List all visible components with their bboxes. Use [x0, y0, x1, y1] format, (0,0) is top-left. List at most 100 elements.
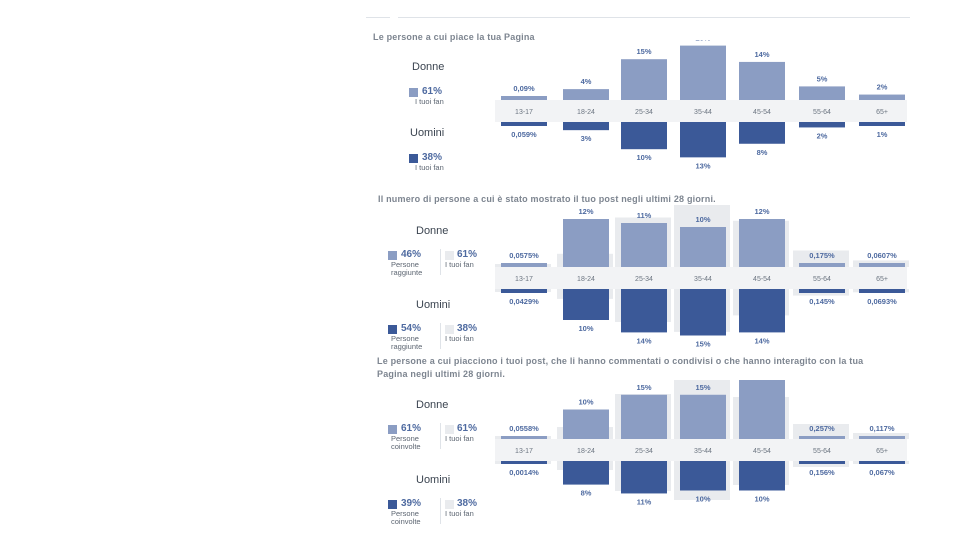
women-value-label: 15% [695, 383, 710, 392]
men-bar [859, 289, 905, 293]
chart-3-men-pct: 39% [401, 498, 422, 509]
top-divider [398, 17, 910, 18]
men-bar [621, 122, 667, 150]
men-bar [501, 461, 547, 464]
women-value-label: 2% [877, 83, 888, 92]
chart-2-men-sub: Persone raggiunte [391, 334, 423, 351]
men-value-label: 14% [754, 336, 769, 345]
chart-3-title: Le persone a cui piacciono i tuoi post, … [377, 356, 864, 379]
women-bar [799, 263, 845, 267]
women-value-label: 0,0558% [509, 424, 539, 433]
age-tick-label: 18-24 [577, 448, 595, 455]
women-value-label: 0,175% [809, 251, 835, 260]
age-tick-label: 45-54 [753, 276, 771, 283]
age-tick-label: 65+ [876, 448, 888, 455]
chart-3-svg: 0,0558% 0,0014% 13-17 10% 8% 18-24 15% 11% 25-34… [495, 380, 909, 506]
chart-2-men-fans-sub: I tuoi fan [445, 334, 474, 343]
women-bar [621, 394, 667, 439]
age-tick-label: 18-24 [577, 109, 595, 116]
chart-1-women-pct: 61% [422, 86, 443, 97]
chart-1-men-pct: 38% [422, 152, 443, 163]
women-value-label: 0,09% [513, 84, 535, 93]
men-value-label: 0,0014% [509, 468, 539, 477]
men-value-label: 11% [637, 497, 652, 506]
women-value-label: 0,117% [869, 424, 894, 433]
men-value-label: 14% [636, 336, 651, 345]
women-bar [739, 380, 785, 439]
men-bar [859, 122, 905, 126]
chart-1-title: Le persone a cui piace la tua Pagina [373, 32, 535, 42]
men-bar [563, 289, 609, 320]
men-bar [501, 289, 547, 293]
age-tick-label: 13-17 [515, 109, 533, 116]
women-bar [739, 61, 785, 100]
women-bar [859, 436, 905, 439]
axis-band [495, 439, 907, 461]
men-value-label: 8% [581, 489, 592, 498]
chart-3-men-fans-sub: I tuoi fan [445, 509, 474, 518]
women-value-label: 14% [754, 50, 769, 59]
women-bar [859, 94, 905, 100]
women-value-label: 0,257% [809, 424, 835, 433]
women-bar [680, 45, 726, 100]
age-tick-label: 45-54 [753, 448, 771, 455]
men-bar [680, 289, 726, 336]
legend-divider [440, 249, 441, 275]
chart-2-women-pct: 46% [401, 249, 422, 260]
chart-1-women-label: Donne [412, 61, 445, 73]
age-tick-label: 18-24 [577, 276, 595, 283]
fans-swatch [445, 425, 454, 434]
age-tick-label: 13-17 [515, 276, 533, 283]
men-value-label: 15% [695, 340, 710, 349]
men-value-label: 13% [695, 161, 710, 170]
chart-3-men-sub: Persone coinvolte [391, 509, 421, 526]
chart-2-title: Il numero di persone a cui è stato mostr… [378, 194, 716, 204]
chart-2-women-fans-sub: I tuoi fan [445, 260, 474, 269]
women-swatch [388, 425, 397, 434]
legend-divider [440, 423, 441, 449]
men-value-label: 0,0429% [509, 297, 539, 306]
chart-3-women-fans-sub: I tuoi fan [445, 434, 474, 443]
age-tick-label: 35-44 [694, 276, 712, 283]
legend-divider [440, 498, 441, 524]
men-swatch [388, 500, 397, 509]
men-value-label: 2% [817, 131, 828, 140]
axis-band [495, 267, 907, 289]
men-bar [680, 461, 726, 491]
men-swatch [388, 325, 397, 334]
women-value-label: 12% [578, 207, 593, 216]
men-bar [799, 289, 845, 293]
women-value-label: 10% [695, 215, 710, 224]
age-tick-label: 65+ [876, 276, 888, 283]
fans-swatch [445, 251, 454, 260]
chart-1-men-label: Uomini [410, 127, 445, 139]
women-value-label: 20% [695, 40, 710, 43]
men-value-label: 0,0693% [867, 297, 897, 306]
women-bar [859, 263, 905, 267]
age-tick-label: 25-34 [635, 109, 653, 116]
chart-3-women-sub: Persone coinvolte [391, 434, 421, 451]
chart-2-svg: 0,0575% 0,0429% 13-17 12% 10% 18-24 11% 14% 25-3… [495, 205, 909, 349]
women-value-label: 5% [817, 74, 828, 83]
men-value-label: 10% [754, 495, 769, 504]
chart-1-svg: 0,09% 0,059% 13-17 4% 3% 18-24 15% 10% 25-34 20% 1… [495, 40, 907, 170]
women-value-label: 12% [754, 207, 769, 216]
men-bar [739, 461, 785, 491]
men-bar [563, 122, 609, 131]
age-tick-label: 55-64 [813, 276, 831, 283]
chart-3-women-label: Donne [416, 399, 449, 411]
age-tick-label: 55-64 [813, 109, 831, 116]
age-tick-label: 35-44 [694, 109, 712, 116]
chart-2-men-fans-pct: 38% [457, 323, 478, 334]
age-tick-label: 25-34 [635, 276, 653, 283]
chart-1-men-sub: I tuoi fan [415, 163, 444, 172]
women-swatch [409, 88, 418, 97]
men-bar [739, 289, 785, 333]
chart-3-women-pct: 61% [401, 423, 422, 434]
women-value-label: 10% [578, 398, 593, 407]
age-tick-label: 35-44 [694, 448, 712, 455]
chart-2-men-label: Uomini [416, 299, 451, 311]
men-value-label: 0,145% [809, 297, 835, 306]
women-bar [563, 89, 609, 100]
age-tick-label: 13-17 [515, 448, 533, 455]
